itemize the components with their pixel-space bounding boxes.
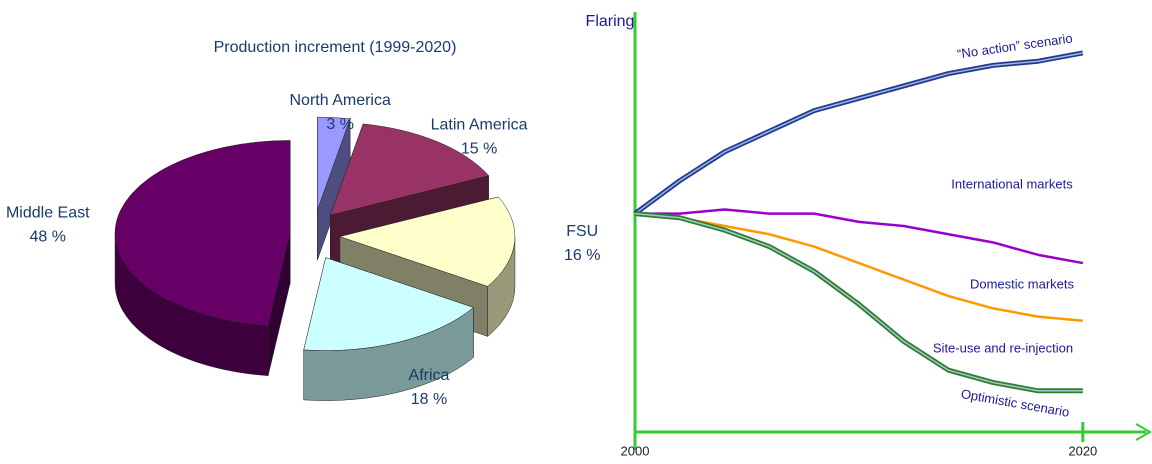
line-series-outline xyxy=(634,211,1083,394)
pie-title: Production increment (1999-2020) xyxy=(214,39,457,56)
line-series xyxy=(634,212,1083,392)
pie-category-label: Africa xyxy=(409,367,450,384)
line-series xyxy=(634,52,1083,215)
pie-value-label: 48 % xyxy=(30,229,66,246)
annotation: Domestic markets xyxy=(970,276,1075,291)
annotation: Site-use and re-injection xyxy=(933,340,1073,355)
y-axis-label: Flaring xyxy=(586,13,635,30)
pie-slice xyxy=(303,257,474,351)
pie-slice xyxy=(339,196,516,287)
pie-value-label: 16 % xyxy=(564,247,600,264)
pie-category-label: FSU xyxy=(566,223,598,240)
pie-category-label: North America xyxy=(290,92,391,109)
pie-slice xyxy=(114,140,291,326)
pie-value-label: 3 % xyxy=(326,116,354,133)
pie-value-label: 18 % xyxy=(411,391,447,408)
x-axis-arrow xyxy=(1135,423,1152,441)
line-series xyxy=(635,208,1084,265)
pie-slice xyxy=(329,123,490,216)
pie-slice xyxy=(317,116,351,211)
line-series xyxy=(634,212,1083,323)
pie-category-label: Latin America xyxy=(431,117,528,134)
x-tick-label: 2000 xyxy=(621,443,650,458)
annotation: International markets xyxy=(951,176,1073,191)
pie-category-label: Middle East xyxy=(6,205,90,222)
x-tick-label: 2020 xyxy=(1068,443,1097,458)
pie-value-label: 15 % xyxy=(461,141,497,158)
